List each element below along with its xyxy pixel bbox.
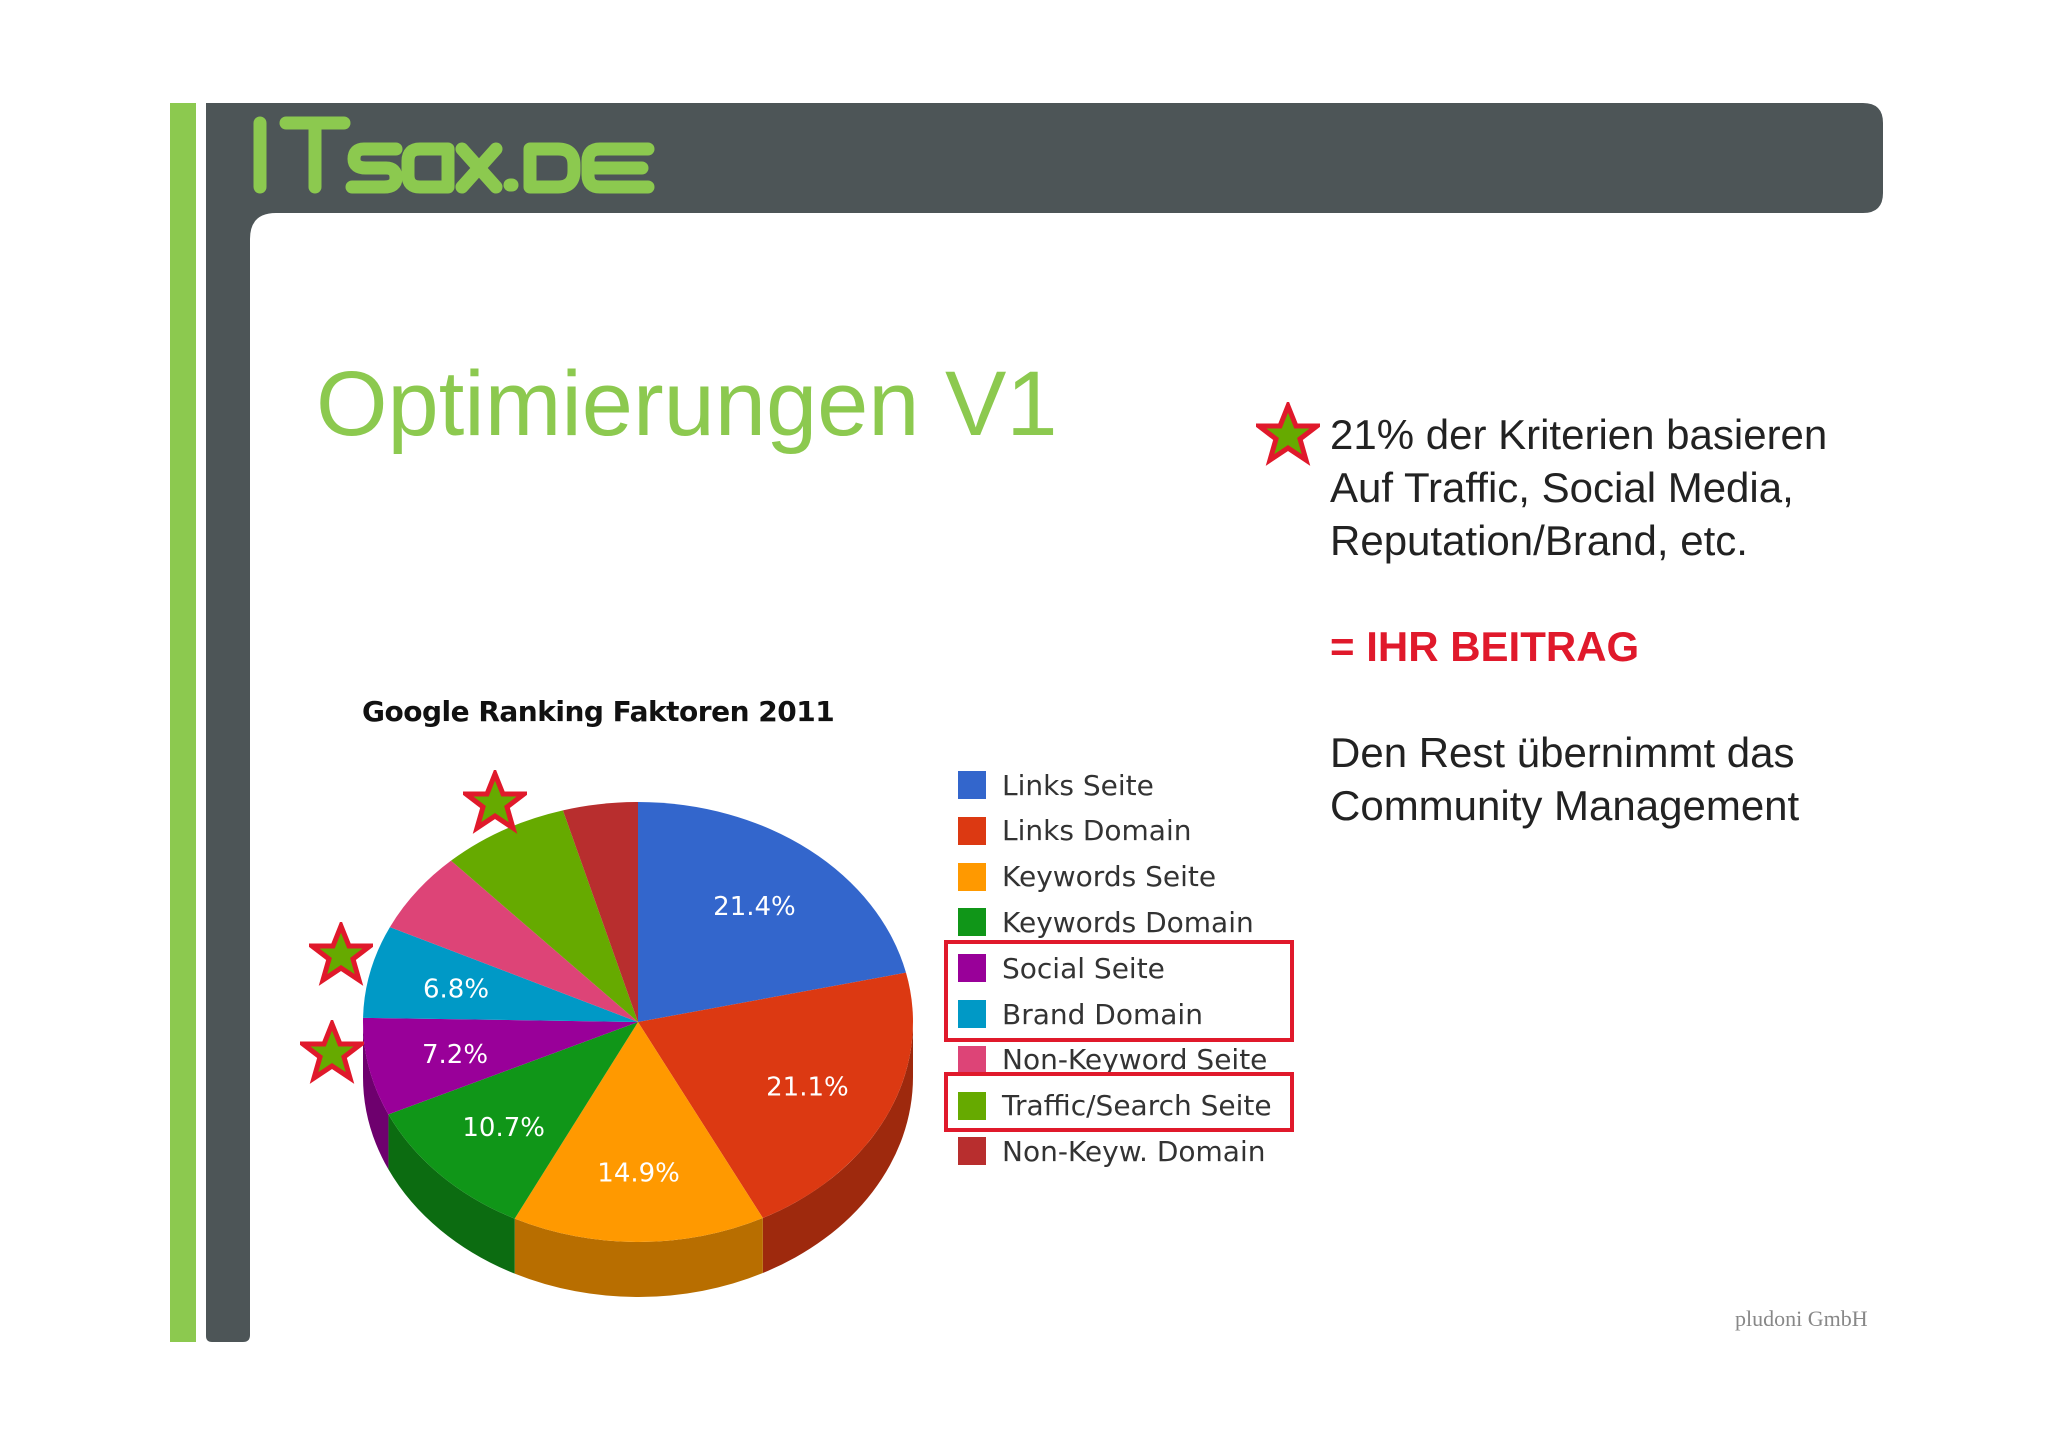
pie-data-label: 10.7% — [462, 1113, 545, 1143]
pie-slice — [388, 1022, 638, 1219]
legend-item: Keywords Domain — [958, 902, 1254, 942]
legend-label: Links Domain — [1002, 814, 1192, 848]
note-line: Community Management — [1330, 782, 1800, 829]
legend-swatch — [958, 1045, 986, 1074]
star-icon — [463, 770, 527, 834]
legend-label: Links Seite — [1002, 768, 1154, 802]
pie-chart: 21.4% 21.1% 14.9% 10.7% 7.2% 6.8% — [363, 802, 913, 1297]
chart-title: Google Ranking Faktoren 2011 — [362, 695, 835, 728]
note-text: 21% der Kriterien basieren Auf Traffic, … — [1330, 408, 1827, 832]
legend-item: Traffic/Search Seite — [958, 1086, 1272, 1126]
legend-label: Non-Keyw. Domain — [1002, 1134, 1266, 1168]
legend-swatch — [958, 1091, 986, 1120]
legend-item: Non-Keyword Seite — [958, 1040, 1267, 1080]
pie-slice — [389, 860, 638, 1022]
highlight-box-traffic — [944, 1072, 1294, 1132]
legend-swatch — [958, 862, 986, 891]
legend-swatch — [958, 908, 986, 937]
legend-label: Brand Domain — [1002, 997, 1203, 1031]
legend-item: Social Seite — [958, 948, 1165, 988]
note-line: Den Rest übernimmt das — [1330, 729, 1795, 776]
pie-slice-side — [762, 1022, 913, 1274]
pie-slice-side — [363, 1022, 389, 1170]
accent-bar — [170, 103, 196, 1342]
pie-slice — [363, 927, 638, 1022]
legend-item: Brand Domain — [958, 994, 1203, 1034]
star-icon — [309, 922, 373, 986]
pie-slice — [514, 1022, 763, 1242]
itsax-logo — [248, 113, 678, 203]
pie-data-label: 7.2% — [422, 1040, 488, 1070]
pie-data-label: 14.9% — [597, 1159, 680, 1189]
pie-slice-side — [514, 1218, 763, 1297]
pie-data-label: 21.1% — [766, 1072, 849, 1102]
legend-swatch — [958, 1137, 986, 1166]
pie-data-label: 6.8% — [423, 975, 489, 1005]
highlight-box-social-brand — [944, 940, 1294, 1042]
legend-label: Traffic/Search Seite — [1002, 1089, 1272, 1123]
legend-swatch — [958, 954, 986, 983]
legend-label: Social Seite — [1002, 951, 1165, 985]
legend-swatch — [958, 771, 986, 799]
legend-swatch — [958, 816, 986, 845]
pie-slice — [363, 1017, 638, 1115]
footer-company: pludoni GmbH — [1735, 1306, 1868, 1331]
legend-item: Non-Keyw. Domain — [958, 1131, 1265, 1171]
note-line: Reputation/Brand, etc. — [1330, 517, 1748, 564]
legend-label: Keywords Domain — [1002, 905, 1254, 939]
note-line: 21% der Kriterien basieren — [1330, 411, 1828, 458]
pie-slice — [638, 802, 906, 1022]
legend-item: Links Domain — [958, 811, 1191, 851]
legend-label: Non-Keyword Seite — [1002, 1043, 1268, 1077]
note-line: Auf Traffic, Social Media, — [1330, 464, 1794, 511]
pie-slice — [562, 802, 638, 1022]
slide-title: Optimierungen V1 — [316, 353, 1058, 455]
star-icon — [300, 1020, 364, 1084]
star-icon — [1256, 402, 1320, 466]
legend-item: Links Seite — [958, 765, 1154, 805]
legend-swatch — [958, 1000, 986, 1028]
legend-label: Keywords Seite — [1002, 860, 1217, 894]
pie-slice-side — [388, 1114, 515, 1274]
pie-slice — [451, 810, 638, 1022]
pie-data-label: 21.4% — [713, 892, 796, 922]
pie-slice — [638, 972, 913, 1219]
legend-item: Keywords Seite — [958, 857, 1216, 897]
note-highlight: = IHR BEITRAG — [1330, 623, 1640, 670]
